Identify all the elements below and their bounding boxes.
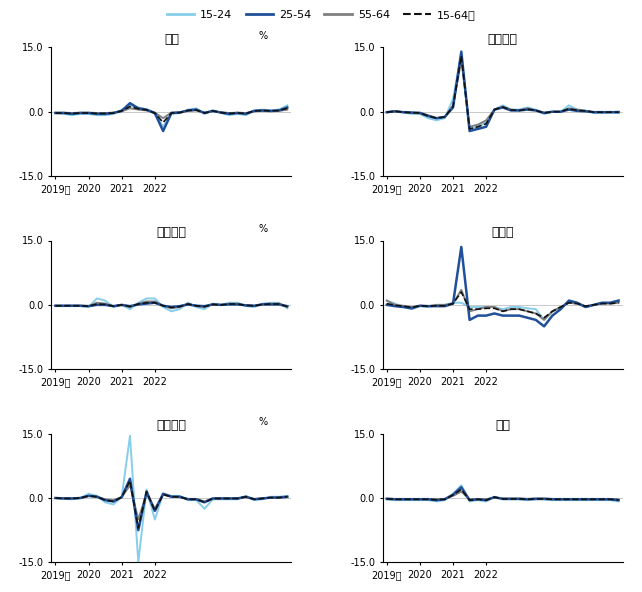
Legend: 15-24, 25-54, 55-64, 15-64歳: 15-24, 25-54, 55-64, 15-64歳	[162, 5, 480, 24]
Title: ドイツ: ドイツ	[492, 226, 514, 239]
Title: フランス: フランス	[157, 420, 186, 433]
Title: 韓国: 韓国	[495, 420, 510, 433]
Title: 日本: 日本	[164, 33, 179, 46]
Text: %: %	[258, 224, 267, 234]
Text: %: %	[258, 31, 267, 41]
Title: イギリス: イギリス	[157, 226, 186, 239]
Title: アメリカ: アメリカ	[488, 33, 517, 46]
Text: %: %	[258, 417, 267, 427]
